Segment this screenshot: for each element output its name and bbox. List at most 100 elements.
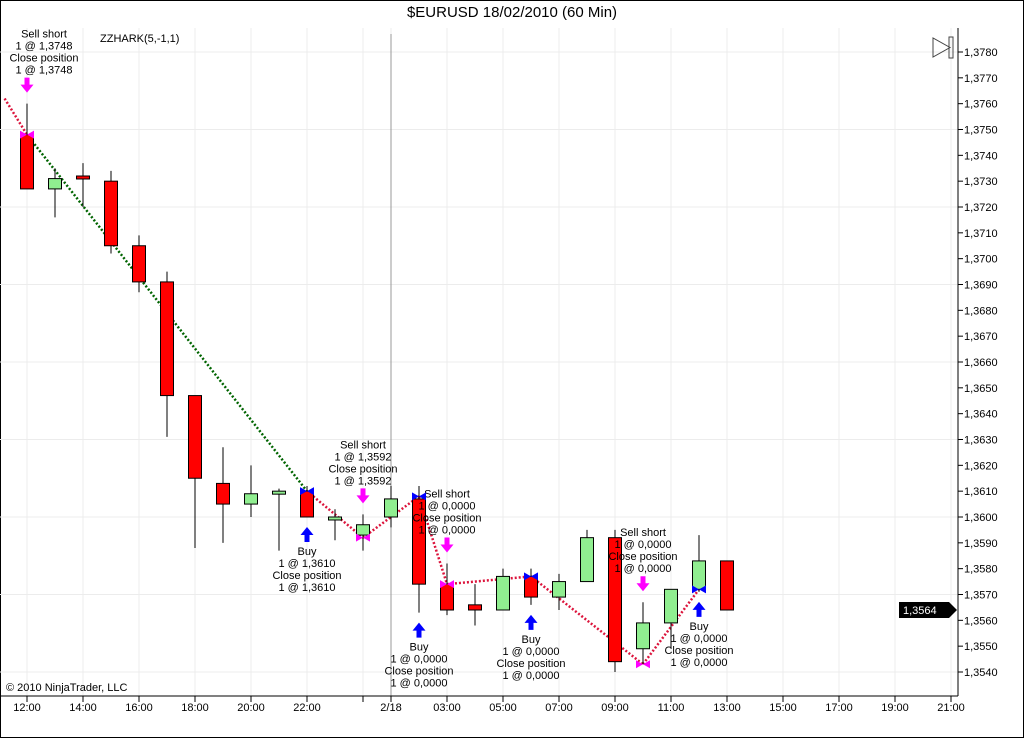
x-tick-label: 07:00 xyxy=(545,702,573,714)
trade-label: 1 @ 0,0000 xyxy=(418,500,475,512)
axes: 1,3780 1,3770 1,3760 1,3750 1,3740 1,3730 1,37… xyxy=(0,28,998,714)
buy-arrow-icon xyxy=(300,526,314,542)
candle-down xyxy=(216,482,230,505)
candle-up xyxy=(636,622,650,650)
y-tick-label: 1,3640 xyxy=(964,409,998,421)
x-tick-label: 09:00 xyxy=(601,702,629,714)
candles xyxy=(20,103,734,672)
y-tick-label: 1,3760 xyxy=(964,99,998,111)
trade-label: 1 @ 1,3748 xyxy=(15,41,72,53)
y-tick-label: 1,3590 xyxy=(964,538,998,550)
chart-title: $EURUSD 18/02/2010 (60 Min) xyxy=(406,4,618,21)
zigzag-segment xyxy=(446,575,532,586)
candle-down xyxy=(132,245,146,283)
trade-label: Close position xyxy=(384,666,453,678)
trade-label: Close position xyxy=(608,551,677,563)
trade-label: 1 @ 0,0000 xyxy=(502,646,559,658)
x-tick-label: 18:00 xyxy=(181,702,209,714)
candle-up xyxy=(692,560,706,590)
x-tick-label: 21:00 xyxy=(937,702,965,714)
sell-arrow-icon xyxy=(440,537,454,553)
buy-arrow-icon xyxy=(692,601,706,617)
trade-label: 1 @ 0,0000 xyxy=(502,670,559,682)
trade-label: Sell short xyxy=(620,527,666,539)
x-tick-label: 20:00 xyxy=(237,702,265,714)
y-tick-label: 1,3580 xyxy=(964,564,998,576)
trade-label: 1 @ 0,0000 xyxy=(390,654,447,666)
trade-label: Close position xyxy=(9,53,78,65)
trade-label: 1 @ 1,3610 xyxy=(278,558,335,570)
candle-up xyxy=(496,575,510,611)
trade-label: Buy xyxy=(410,642,429,654)
zigzag-segment xyxy=(3,97,29,136)
candle-down xyxy=(188,395,202,479)
x-tick-label: 12:00 xyxy=(13,702,41,714)
execution-marker-icon xyxy=(692,585,706,594)
zigzag-segment xyxy=(26,133,308,492)
y-tick-label: 1,3740 xyxy=(964,150,998,162)
trade-label: 1 @ 1,3592 xyxy=(334,475,391,487)
candle-up xyxy=(244,493,258,505)
candle-up xyxy=(552,581,566,598)
trade-label: 1 @ 0,0000 xyxy=(614,539,671,551)
candle-down xyxy=(720,560,734,611)
y-tick-label: 1,3550 xyxy=(964,641,998,653)
candle-down xyxy=(20,134,34,190)
trade-label: Close position xyxy=(664,645,733,657)
execution-marker-icon xyxy=(636,660,650,669)
sell-arrow-icon xyxy=(20,77,34,93)
y-tick-label: 1,3630 xyxy=(964,434,998,446)
trade-label: Sell short xyxy=(21,29,67,41)
candle-down xyxy=(412,498,426,585)
candle-down xyxy=(300,490,314,518)
candle-down xyxy=(104,180,118,247)
y-tick-label: 1,3700 xyxy=(964,254,998,266)
trade-label: 1 @ 0,0000 xyxy=(670,657,727,669)
x-tick-label: 17:00 xyxy=(825,702,853,714)
y-tick-label: 1,3730 xyxy=(964,176,998,188)
zigzag-segment xyxy=(417,495,449,585)
x-tick-label: 03:00 xyxy=(433,702,461,714)
candle-up xyxy=(272,490,286,495)
trade-label: 1 @ 0,0000 xyxy=(390,678,447,690)
trade-label: Buy xyxy=(522,634,541,646)
buy-arrow-icon xyxy=(412,622,426,638)
execution-marker-icon xyxy=(300,487,314,496)
last-price-tag xyxy=(899,601,957,618)
last-price-label: 1,3564 xyxy=(903,605,937,617)
trade-label: 1 @ 1,3610 xyxy=(278,582,335,594)
candle-down xyxy=(440,583,454,611)
y-tick-label: 1,3660 xyxy=(964,357,998,369)
x-tick-label: 13:00 xyxy=(713,702,741,714)
trade-label: 1 @ 0,0000 xyxy=(418,524,475,536)
trade-label: Buy xyxy=(298,546,317,558)
y-tick-label: 1,3720 xyxy=(964,202,998,214)
sell-arrow-icon xyxy=(356,488,370,504)
execution-marker-icon xyxy=(20,130,34,139)
copyright-text: © 2010 NinjaTrader, LLC xyxy=(6,682,127,694)
execution-marker-icon xyxy=(440,580,454,589)
scroll-to-end-icon[interactable] xyxy=(932,36,954,59)
x-tick-label: 05:00 xyxy=(489,702,517,714)
trade-label: Buy xyxy=(690,621,709,633)
y-tick-label: 1,3610 xyxy=(964,486,998,498)
trade-label: 1 @ 0,0000 xyxy=(670,633,727,645)
y-tick-label: 1,3600 xyxy=(964,512,998,524)
trade-label: Close position xyxy=(412,512,481,524)
sell-arrow-icon xyxy=(636,576,650,592)
candle-down xyxy=(160,281,174,397)
execution-marker-icon xyxy=(524,572,538,581)
candle-down xyxy=(76,175,90,180)
trade-label: 1 @ 1,3592 xyxy=(334,451,391,463)
trade-label: Sell short xyxy=(340,439,386,451)
candle-up xyxy=(384,498,398,518)
x-tick-label: 15:00 xyxy=(769,702,797,714)
candle-down xyxy=(524,575,538,598)
y-tick-label: 1,3670 xyxy=(964,331,998,343)
x-tick-label: 14:00 xyxy=(69,702,97,714)
x-tick-label: 16:00 xyxy=(125,702,153,714)
grid xyxy=(0,28,958,696)
y-tick-label: 1,3770 xyxy=(964,73,998,85)
